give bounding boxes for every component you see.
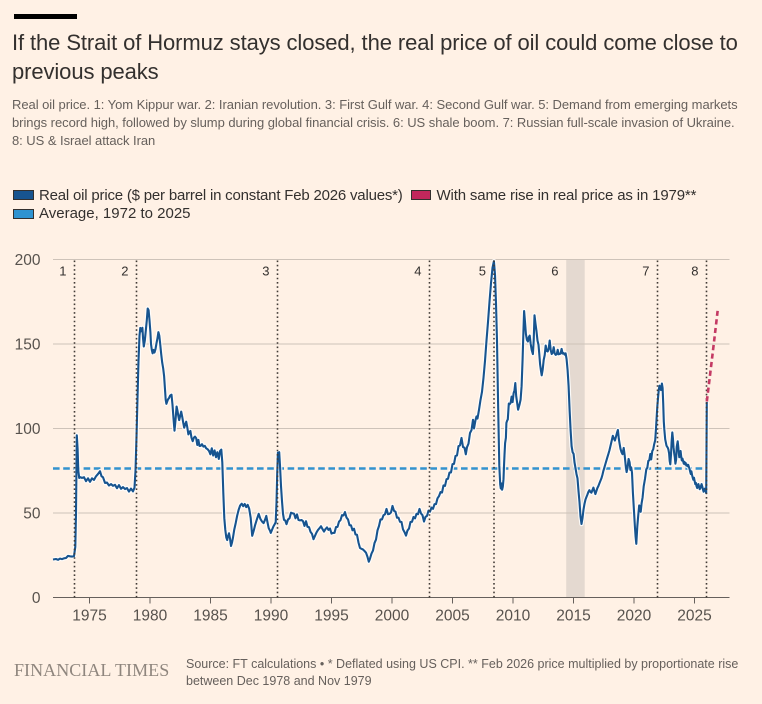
svg-text:1: 1 (59, 264, 66, 279)
svg-text:200: 200 (15, 252, 41, 269)
svg-text:2: 2 (121, 264, 128, 279)
svg-text:4: 4 (414, 264, 421, 279)
svg-text:2020: 2020 (617, 608, 652, 625)
svg-text:1980: 1980 (133, 608, 168, 625)
svg-text:6: 6 (551, 264, 558, 279)
svg-text:5: 5 (479, 264, 486, 279)
svg-text:1975: 1975 (72, 608, 106, 625)
svg-text:150: 150 (15, 337, 41, 354)
svg-text:2000: 2000 (375, 608, 410, 625)
svg-text:3: 3 (262, 264, 269, 279)
svg-text:1995: 1995 (314, 608, 348, 625)
svg-text:0: 0 (32, 590, 41, 607)
svg-text:100: 100 (15, 421, 41, 438)
svg-text:2005: 2005 (435, 608, 469, 625)
svg-text:1990: 1990 (254, 608, 289, 625)
svg-text:2015: 2015 (556, 608, 590, 625)
svg-text:7: 7 (642, 264, 649, 279)
svg-text:50: 50 (23, 506, 41, 523)
svg-text:2010: 2010 (496, 608, 531, 625)
svg-text:8: 8 (691, 264, 698, 279)
svg-text:1985: 1985 (193, 608, 227, 625)
svg-text:2025: 2025 (677, 608, 711, 625)
